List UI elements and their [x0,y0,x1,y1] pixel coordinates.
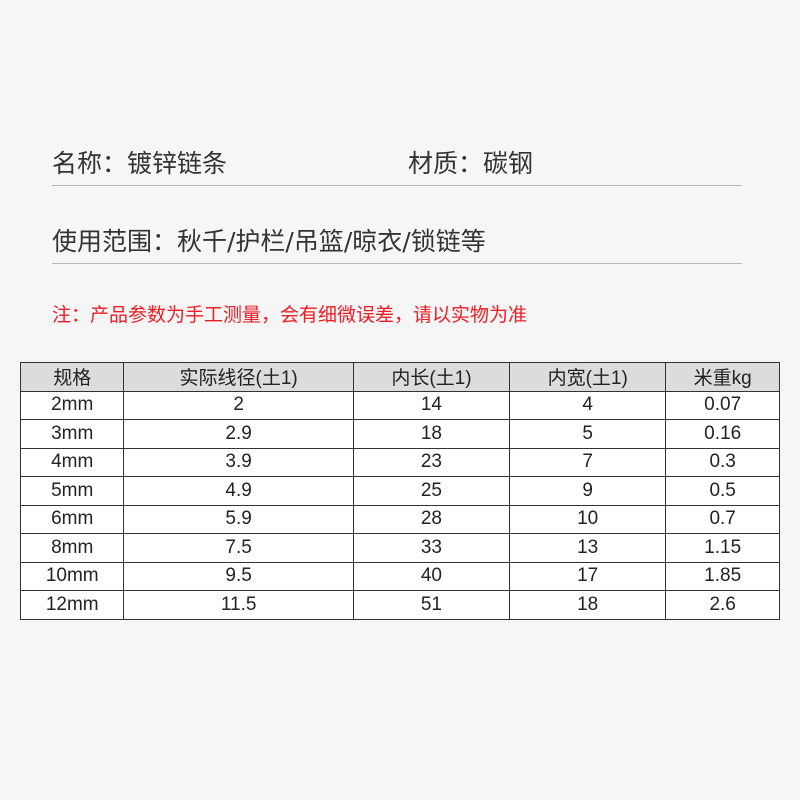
table-cell: 40 [352,561,511,591]
column-header: 内宽(土1) [509,362,667,392]
table-cell: 33 [352,533,511,563]
table-cell: 9.5 [123,561,354,591]
table-row: 8mm 7.5 33 13 1.15 [19,533,780,563]
table-cell: 0.7 [665,504,780,534]
table-cell: 10 [509,504,667,534]
table-row: 4mm 3.9 23 7 0.3 [19,447,780,477]
table-cell: 51 [352,590,511,620]
table-cell: 13 [509,533,667,563]
table-cell: 25 [352,476,511,506]
product-material: 材质：碳钢 [408,149,534,178]
table-cell: 23 [352,447,511,477]
table-cell: 2.6 [665,590,780,620]
table-cell: 9 [509,476,667,506]
table-cell: 10mm [19,561,125,591]
product-name: 名称：镀锌链条 [52,149,228,178]
table-cell: 11.5 [123,590,354,620]
table-cell: 0.16 [665,419,780,449]
table-row: 3mm 2.9 18 5 0.16 [19,419,780,449]
table-row: 5mm 4.9 25 9 0.5 [19,476,780,506]
table-row: 10mm 9.5 40 17 1.85 [19,561,780,591]
table-cell: 4 [509,390,667,420]
table-cell: 17 [509,561,667,591]
measurement-note: 注：产品参数为手工测量，会有细微误差，请以实物为准 [52,304,528,326]
table-cell: 3mm [19,419,125,449]
table-row: 12mm 11.5 51 18 2.6 [19,590,780,620]
table-cell: 1.85 [665,561,780,591]
table-row: 2mm 2 14 4 0.07 [19,390,780,420]
table-cell: 12mm [19,590,125,620]
table-cell: 18 [352,419,511,449]
table-cell: 4mm [19,447,125,477]
table-header-row: 规格 实际线径(土1) 内长(土1) 内宽(土1) 米重kg [19,362,780,392]
table-cell: 5.9 [123,504,354,534]
column-header: 规格 [19,362,125,392]
table-cell: 2mm [19,390,125,420]
table-cell: 7.5 [123,533,354,563]
table-cell: 18 [509,590,667,620]
table-cell: 1.15 [665,533,780,563]
divider [52,263,742,264]
table-cell: 0.5 [665,476,780,506]
table-cell: 2.9 [123,419,354,449]
table-cell: 0.07 [665,390,780,420]
table-cell: 2 [123,390,354,420]
spec-table: 规格 实际线径(土1) 内长(土1) 内宽(土1) 米重kg 2mm 2 14 4 0.07 3m… [19,362,780,620]
divider [52,185,742,186]
table-cell: 3.9 [123,447,354,477]
column-header: 米重kg [665,362,780,392]
table-cell: 5mm [19,476,125,506]
usage-scope: 使用范围：秋千/护栏/吊篮/晾衣/锁链等 [52,227,486,256]
column-header: 实际线径(土1) [123,362,354,392]
table-cell: 6mm [19,504,125,534]
table-cell: 14 [352,390,511,420]
column-header: 内长(土1) [352,362,511,392]
table-cell: 4.9 [123,476,354,506]
table-cell: 5 [509,419,667,449]
table-cell: 0.3 [665,447,780,477]
table-cell: 7 [509,447,667,477]
table-row: 6mm 5.9 28 10 0.7 [19,504,780,534]
table-cell: 28 [352,504,511,534]
table-cell: 8mm [19,533,125,563]
